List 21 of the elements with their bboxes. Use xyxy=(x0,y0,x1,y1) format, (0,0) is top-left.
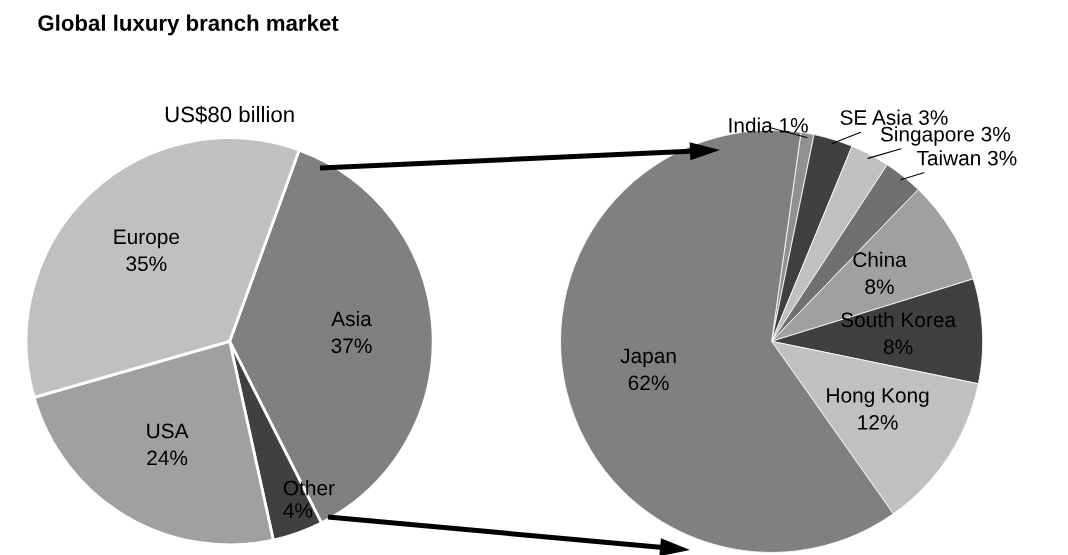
data-label: 24% xyxy=(147,450,188,466)
data-label: 35% xyxy=(126,256,167,272)
data-label: 8% xyxy=(883,339,913,355)
slice-label: China xyxy=(853,251,907,268)
slice-label: SE Asia 3% xyxy=(840,109,948,125)
data-label: 62% xyxy=(628,375,669,391)
data-label: 8% xyxy=(865,279,894,295)
chart-subtitle: US$80 billion xyxy=(165,105,294,124)
data-label: 4% xyxy=(283,503,313,518)
data-label: 12% xyxy=(858,414,898,430)
slice-label: South Korea xyxy=(841,311,957,328)
slice-label: Asia xyxy=(331,310,372,327)
slice-label: Hong Kong xyxy=(827,388,929,407)
slice-label: India 1% xyxy=(729,117,808,133)
slice-label: USA xyxy=(147,423,189,439)
slice-label: Europe xyxy=(114,229,180,249)
data-label: 37% xyxy=(331,338,372,354)
slice-label: Singapore 3% xyxy=(880,126,1011,146)
slice-label: Taiwan 3% xyxy=(916,150,1017,166)
chart-title: Global luxury branch market xyxy=(38,14,339,36)
slice-label: Japan xyxy=(620,348,676,368)
